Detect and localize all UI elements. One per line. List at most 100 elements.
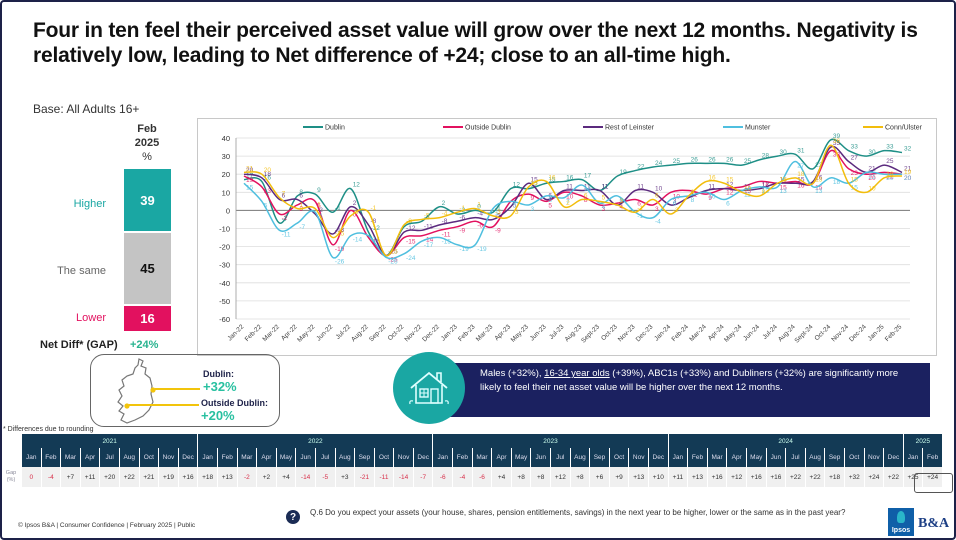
month-header: Jul: [786, 448, 805, 467]
data-label: 25: [744, 158, 752, 165]
data-label: 19: [619, 169, 627, 176]
gap-value-cell: +19: [159, 467, 178, 487]
data-label: 16: [797, 182, 805, 189]
x-tick-label: Feb-22: [244, 323, 264, 343]
month-header: Apr: [257, 448, 276, 467]
data-label: -7: [299, 224, 305, 231]
data-label: 1: [477, 202, 481, 209]
month-header: Feb: [688, 448, 707, 467]
gap-value-cell: +22: [119, 467, 139, 487]
data-label: -4: [655, 219, 661, 226]
data-label: 31: [797, 147, 805, 154]
data-label: 1: [495, 210, 499, 217]
data-label: 5: [513, 202, 517, 209]
outside-dublin-label: Outside Dublin:: [201, 398, 268, 408]
data-label: -11: [282, 231, 291, 238]
data-label: 2: [513, 200, 517, 207]
data-label: -15: [335, 231, 345, 238]
month-header: Jun: [531, 448, 551, 467]
insight-text-end: (+39%), ABC1s (+33%) and Dubliners (+32%…: [480, 368, 899, 393]
data-label: -3: [353, 209, 359, 216]
data-label: 26: [708, 156, 716, 163]
data-label: -8: [442, 218, 448, 225]
data-label: 15: [815, 176, 823, 183]
month-header: Jul: [100, 448, 119, 467]
gap-value-cell: -11: [374, 467, 394, 487]
ireland-map-icon: [117, 358, 156, 424]
data-label: 5: [602, 194, 606, 201]
data-label: -19: [335, 246, 345, 253]
month-header: Mar: [707, 448, 727, 467]
series-line-munster: [243, 160, 903, 260]
gap-value-cell: -4: [453, 467, 472, 487]
data-label: -8: [406, 218, 412, 225]
year-header: 2023: [433, 434, 668, 448]
data-label: 6: [584, 193, 588, 200]
data-label: 17: [584, 173, 592, 180]
footer-copyright: © Ipsos B&A | Consumer Confidence | Febr…: [18, 522, 196, 529]
data-label: 13: [780, 188, 788, 195]
x-tick-label: Jun-24: [742, 323, 761, 342]
data-label: 8: [299, 189, 303, 196]
data-label: 20: [264, 167, 272, 174]
gap-value-cell: +16: [707, 467, 727, 487]
gap-value-cell: -7: [413, 467, 433, 487]
x-tick-label: Sep-22: [368, 323, 388, 343]
insight-callout: Males (+32%), 16-34 year olds (+39%), AB…: [440, 363, 930, 417]
month-header: Oct: [844, 448, 864, 467]
base-note: Base: All Adults 16+: [33, 102, 140, 116]
data-label: 11: [602, 183, 609, 190]
x-tick-label: May-24: [723, 323, 744, 344]
insight-link[interactable]: 16-34 year olds: [544, 368, 610, 379]
legend-label: Munster: [745, 125, 771, 132]
data-label: -15: [370, 239, 380, 246]
gap-value-cell: -14: [296, 467, 315, 487]
y-tick-label: 20: [222, 170, 230, 179]
gap-value-cell: +24: [923, 467, 942, 487]
ba-logo: B&A: [918, 516, 950, 531]
lower-label: Lower: [76, 312, 106, 324]
legend-label: Rest of Leinster: [605, 125, 655, 132]
ireland-map-card: Dublin: +32% Outside Dublin: +20%: [90, 354, 280, 427]
x-tick-label: Oct-24: [814, 323, 833, 342]
data-label: 19: [904, 169, 912, 176]
data-label: 23: [851, 170, 859, 177]
x-tick-label: Mar-23: [475, 323, 495, 343]
stack-header-month: Feb: [137, 123, 157, 135]
data-label: 4: [602, 204, 606, 211]
y-tick-label: 0: [226, 206, 230, 215]
data-label: 13: [531, 180, 539, 187]
data-label: -14: [424, 237, 434, 244]
legend-label: Conn/Ulster: [885, 125, 923, 132]
data-label: -25: [388, 249, 398, 256]
data-label: -1: [459, 205, 465, 212]
data-label: 15: [851, 184, 859, 191]
gap-value-cell: -5: [315, 467, 335, 487]
data-label: -26: [335, 258, 345, 265]
line-chart: 403020100-10-20-30-40-50-60Jan-22Feb-22M…: [219, 125, 923, 345]
data-label: -2: [282, 215, 288, 222]
data-label: -1: [637, 213, 643, 220]
data-label: -7: [282, 216, 288, 223]
y-tick-label: -40: [219, 279, 230, 288]
data-label: 3: [619, 198, 623, 205]
gap-row-label: Gap (%): [5, 470, 17, 483]
data-label: 13: [744, 188, 752, 195]
data-label: -11: [442, 231, 451, 238]
gap-value-cell: +12: [551, 467, 570, 487]
y-tick-label: 40: [222, 134, 230, 143]
gap-value-cell: +22: [884, 467, 903, 487]
gap-value-cell: +11: [80, 467, 100, 487]
gap-table: 2021 2022 2023 2024 2025 Jan Feb Mar Apr Jul Aug O…: [0, 434, 943, 487]
data-label: -3: [495, 209, 501, 216]
gap-value-cell: +4: [492, 467, 511, 487]
insight-text-start: Males (+32%),: [480, 368, 545, 379]
gap-value-cell: +16: [766, 467, 786, 487]
current-period-highlight: [914, 473, 953, 493]
data-label: 22: [637, 164, 645, 171]
month-header: May: [511, 448, 531, 467]
data-label: -13: [335, 227, 345, 234]
month-header: Mar: [237, 448, 257, 467]
gap-value-cell: +20: [100, 467, 119, 487]
data-label: 27: [851, 155, 859, 162]
